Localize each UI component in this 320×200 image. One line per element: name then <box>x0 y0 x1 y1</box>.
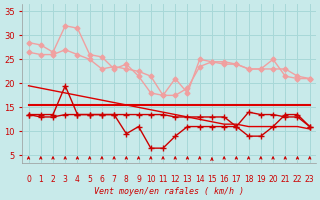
X-axis label: Vent moyen/en rafales ( km/h ): Vent moyen/en rafales ( km/h ) <box>94 187 244 196</box>
